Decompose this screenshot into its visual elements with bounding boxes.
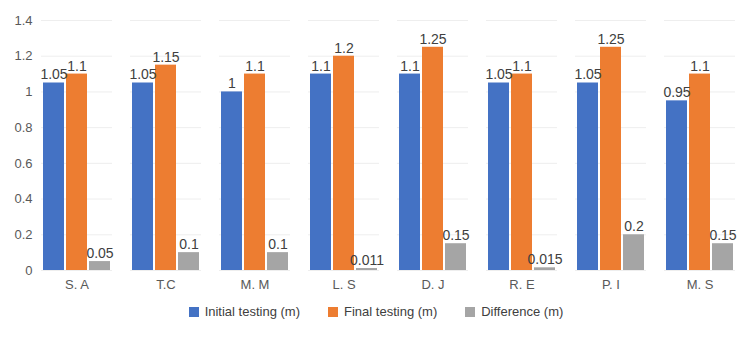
svg-text:0.2: 0.2 bbox=[624, 218, 644, 234]
svg-text:1.1: 1.1 bbox=[67, 58, 87, 74]
svg-text:1.1: 1.1 bbox=[400, 58, 420, 74]
html-text:Initial testing (m): Initial testing (m) bbox=[204, 304, 300, 319]
svg-text:0.6: 0.6 bbox=[14, 156, 32, 171]
svg-text:0.1: 0.1 bbox=[179, 236, 199, 252]
svg-text:0.05: 0.05 bbox=[86, 245, 113, 261]
svg-text:1.25: 1.25 bbox=[597, 31, 624, 47]
svg-text:M. S: M. S bbox=[687, 277, 714, 292]
svg-text:T.C: T.C bbox=[156, 277, 176, 292]
svg-text:0.8: 0.8 bbox=[14, 120, 32, 135]
svg-text:0.2: 0.2 bbox=[14, 227, 32, 242]
svg-text:M. M: M. M bbox=[241, 277, 270, 292]
svg-text:L. S: L. S bbox=[332, 277, 355, 292]
svg-text:1.4: 1.4 bbox=[14, 13, 32, 28]
svg-text:0.95: 0.95 bbox=[663, 84, 690, 100]
html-text:Difference (m): Difference (m) bbox=[481, 304, 564, 319]
svg-text:1: 1 bbox=[228, 75, 236, 91]
svg-text:1.1: 1.1 bbox=[690, 58, 710, 74]
svg-text:1: 1 bbox=[25, 84, 32, 99]
svg-text:0.4: 0.4 bbox=[14, 191, 32, 206]
svg-text:0.15: 0.15 bbox=[709, 227, 736, 243]
svg-text:1.1: 1.1 bbox=[512, 58, 532, 74]
svg-text:1.05: 1.05 bbox=[574, 66, 601, 82]
svg-text:R. E: R. E bbox=[509, 277, 535, 292]
svg-text:1.1: 1.1 bbox=[245, 58, 265, 74]
svg-text:1.2: 1.2 bbox=[334, 40, 354, 56]
svg-text:0.015: 0.015 bbox=[527, 251, 562, 267]
svg-text:1.2: 1.2 bbox=[14, 48, 32, 63]
svg-text:S. A: S. A bbox=[65, 277, 89, 292]
svg-text:1.15: 1.15 bbox=[152, 49, 179, 65]
svg-text:1.05: 1.05 bbox=[129, 66, 156, 82]
html-text:Final testing (m): Final testing (m) bbox=[344, 304, 438, 319]
svg-text:0.1: 0.1 bbox=[268, 236, 288, 252]
svg-text:1.05: 1.05 bbox=[485, 66, 512, 82]
svg-text:1.05: 1.05 bbox=[40, 66, 67, 82]
svg-text:0: 0 bbox=[25, 263, 32, 278]
svg-text:0.011: 0.011 bbox=[350, 252, 384, 268]
svg-text:P. I: P. I bbox=[602, 277, 620, 292]
svg-text:D. J: D. J bbox=[421, 277, 444, 292]
svg-text:1.25: 1.25 bbox=[419, 31, 446, 47]
svg-text:0.15: 0.15 bbox=[442, 227, 469, 243]
svg-text:1.1: 1.1 bbox=[311, 58, 331, 74]
